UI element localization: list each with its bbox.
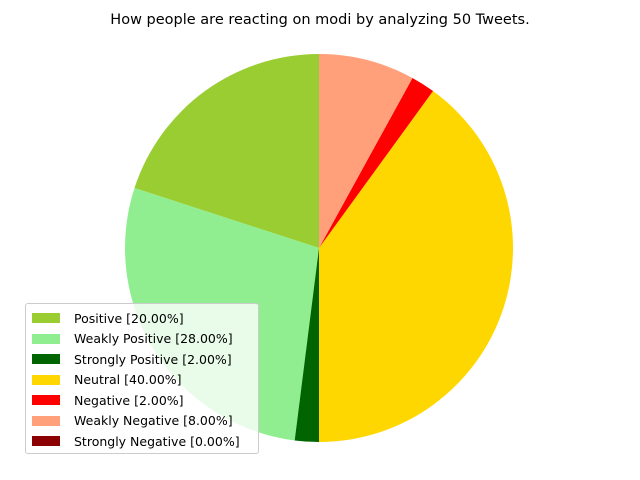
legend-label: Strongly Negative [0.00%] [74,433,240,449]
legend-label: Weakly Positive [28.00%] [74,331,233,347]
legend-label: Negative [2.00%] [74,392,184,408]
pie-slice-0 [134,54,319,248]
legend-label: Strongly Positive [2.00%] [74,351,232,367]
legend-item: Positive [20.00%] [32,308,258,329]
pie-slice-4 [319,78,434,248]
legend-label: Neutral [40.00%] [74,372,182,388]
legend-label: Weakly Negative [8.00%] [74,413,233,429]
pie-slice-2 [294,248,319,442]
legend-swatch [32,395,60,406]
legend-swatch [32,333,60,344]
legend-swatch [32,374,60,385]
legend-label: Positive [20.00%] [74,310,184,326]
legend-swatch [32,354,60,365]
legend-swatch [32,313,60,324]
chart-legend: Positive [20.00%] Weakly Positive [28.00%… [25,303,259,454]
pie-slice-5 [319,54,413,248]
legend-item: Weakly Positive [28.00%] [32,329,258,350]
chart-title: How people are reacting on modi by analy… [110,12,530,28]
legend-item: Negative [2.00%] [32,390,258,411]
legend-item: Strongly Positive [2.00%] [32,349,258,370]
legend-item: Strongly Negative [0.00%] [32,431,258,452]
legend-item: Neutral [40.00%] [32,370,258,391]
legend-item: Weakly Negative [8.00%] [32,411,258,432]
legend-swatch [32,415,60,426]
pie-slice-3 [319,91,514,443]
legend-swatch [32,436,60,447]
